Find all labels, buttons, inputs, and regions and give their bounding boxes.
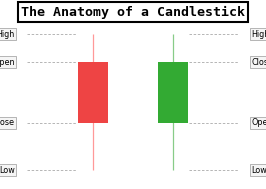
Bar xyxy=(78,62,108,123)
Text: The Anatomy of a Candlestick: The Anatomy of a Candlestick xyxy=(21,6,245,19)
Text: Low: Low xyxy=(251,166,266,175)
Text: Low: Low xyxy=(0,166,15,175)
Text: High: High xyxy=(0,29,15,39)
Text: High: High xyxy=(251,29,266,39)
Text: Close: Close xyxy=(251,58,266,67)
Bar xyxy=(158,62,188,123)
Text: Close: Close xyxy=(0,118,15,127)
Text: Open: Open xyxy=(0,58,15,67)
Text: Open: Open xyxy=(251,118,266,127)
